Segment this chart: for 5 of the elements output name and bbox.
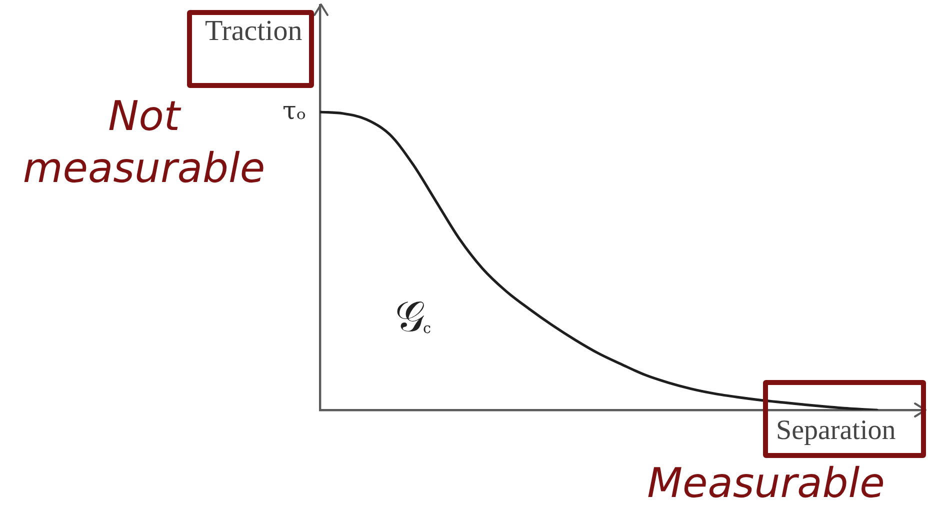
text: Measurable bbox=[646, 459, 886, 507]
text: Not measurable bbox=[22, 91, 266, 194]
y-axis-title: Traction bbox=[205, 15, 302, 48]
text: τₒ bbox=[282, 96, 306, 126]
x-axis-title: Separation bbox=[776, 415, 896, 447]
